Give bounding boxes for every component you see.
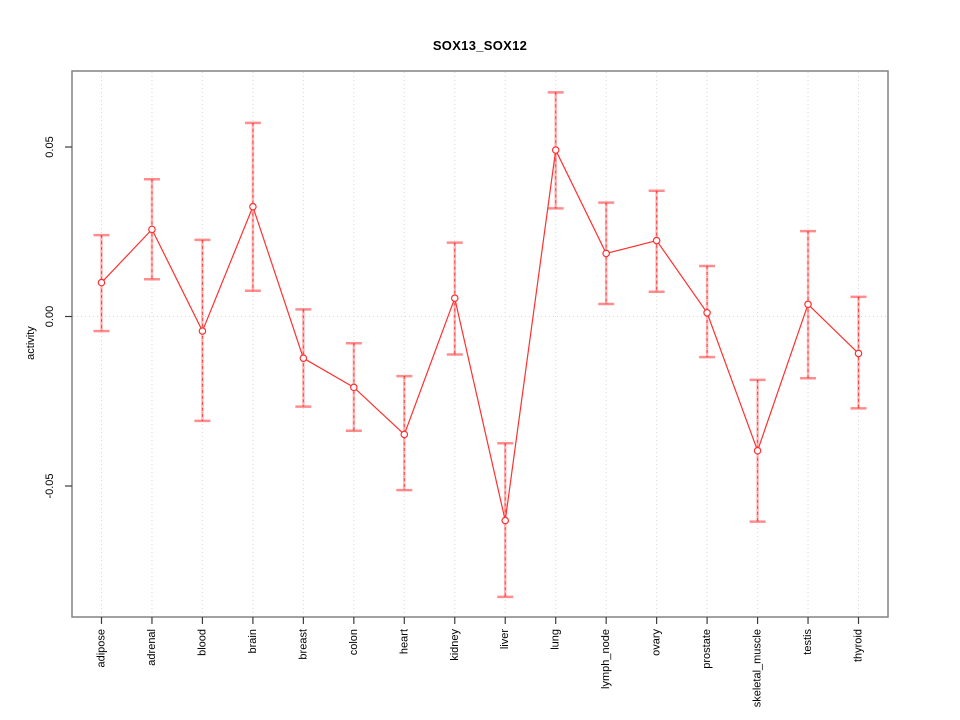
x-tick-label: skeletal_muscle: [752, 629, 764, 707]
data-point-marker: [753, 446, 762, 455]
x-tick-label: breast: [297, 629, 309, 660]
series-line: [101, 148, 859, 521]
data-point-marker: [299, 354, 308, 362]
x-tick-label: adrenal: [146, 629, 158, 666]
chart-title: SOX13_SOX12: [432, 38, 528, 53]
data-point-marker: [804, 300, 812, 309]
y-tick-label: 0.00: [44, 306, 56, 327]
data-point-marker: [350, 383, 358, 392]
data-point-marker: [652, 236, 661, 245]
x-tick-label: prostate: [701, 629, 713, 669]
x-tick-label: brain: [247, 629, 259, 653]
data-point-marker: [400, 430, 409, 439]
data-point-marker: [854, 349, 863, 358]
data-point-marker: [703, 308, 711, 317]
x-tick-label: lung: [550, 629, 562, 650]
plot-box: [71, 70, 889, 618]
data-point-marker: [148, 225, 156, 234]
x-tick-label: ovary: [651, 629, 663, 656]
x-tick-label: blood: [196, 629, 208, 656]
x-tick-label: kidney: [449, 629, 461, 661]
x-tick-label: thyroid: [853, 629, 865, 662]
x-tick-label: lymph_node: [600, 629, 612, 689]
y-tick-label: 0.05: [44, 136, 56, 157]
data-point-marker: [198, 327, 207, 335]
data-point-marker: [501, 516, 510, 525]
data-point-marker: [602, 249, 610, 258]
x-tick-label: colon: [348, 629, 360, 655]
x-tick-label: adipose: [96, 629, 108, 668]
x-tick-label: heart: [398, 629, 410, 654]
data-point-marker: [249, 202, 257, 211]
data-point-marker: [97, 278, 106, 287]
x-tick-label: liver: [499, 629, 511, 650]
data-point-marker: [551, 146, 560, 154]
x-tick-label: testis: [802, 629, 814, 655]
y-tick-label: -0.05: [44, 473, 56, 498]
data-point-marker: [450, 294, 459, 302]
